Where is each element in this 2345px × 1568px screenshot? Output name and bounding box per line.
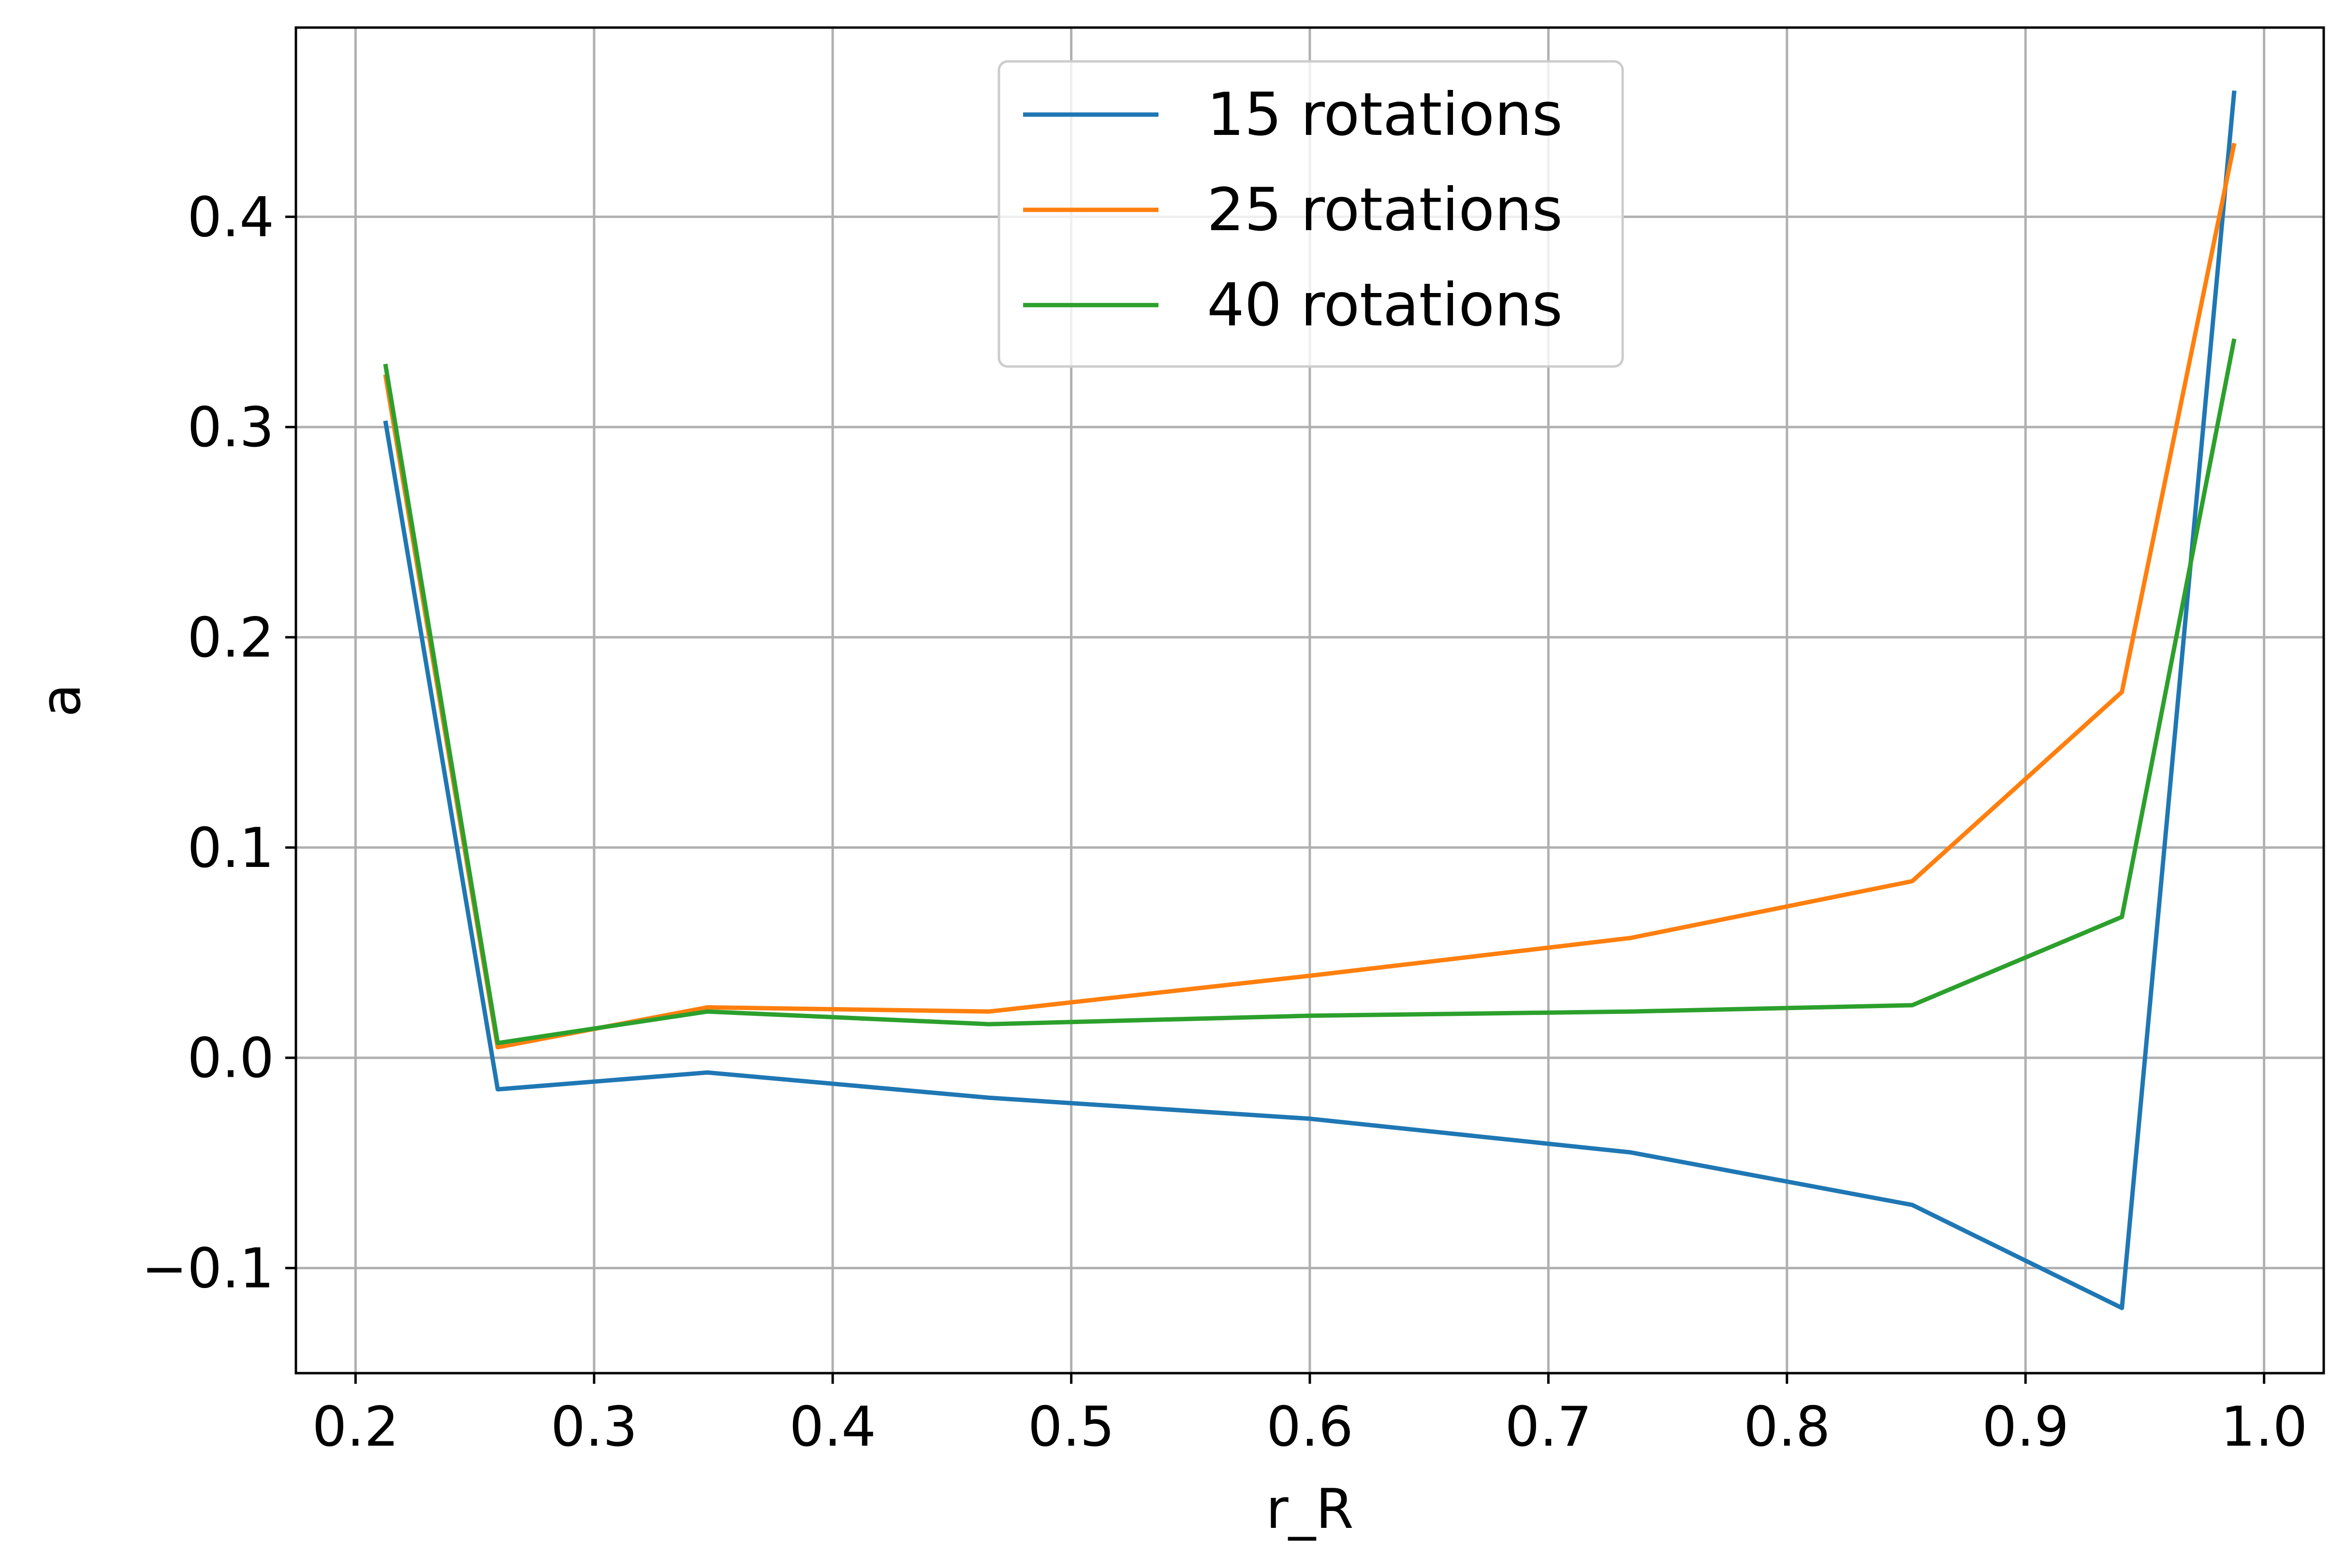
x-tick-label: 0.4	[789, 1395, 876, 1459]
y-tick-label: −0.1	[142, 1237, 274, 1301]
y-tick-label: 0.3	[187, 396, 274, 459]
axis-ticks: 0.2 0.3 0.4 0.5 0.6 0.7 0.8 0.9 1.0 −0.1 0.0 0.1 0.2…	[142, 185, 2308, 1459]
y-tick-label: 0.2	[187, 606, 274, 670]
x-tick-label: 0.7	[1505, 1395, 1592, 1459]
legend: 15 rotations 25 rotations 40 rotations	[997, 60, 1624, 368]
series-line-3	[383, 338, 2237, 1045]
x-tick-label: 0.8	[1744, 1395, 1831, 1459]
legend-label: 25 rotations	[1207, 176, 1563, 244]
series-lines	[383, 90, 2237, 1310]
y-tick-label: 0.1	[187, 816, 274, 880]
legend-label: 15 rotations	[1207, 80, 1563, 149]
series-line-1	[383, 90, 2237, 1310]
legend-box	[997, 60, 1624, 368]
x-axis-label: r_R	[1266, 1477, 1353, 1541]
legend-label: 40 rotations	[1207, 271, 1563, 339]
x-tick-label: 0.6	[1266, 1395, 1353, 1459]
x-tick-label: 1.0	[2221, 1395, 2308, 1459]
y-tick-label: 0.0	[187, 1026, 274, 1090]
y-tick-label: 0.4	[187, 185, 274, 249]
x-tick-label: 0.9	[1982, 1395, 2069, 1459]
x-tick-label: 0.3	[551, 1395, 638, 1459]
x-tick-label: 0.2	[312, 1395, 399, 1459]
y-axis-label: a	[29, 684, 93, 717]
x-tick-label: 0.5	[1028, 1395, 1115, 1459]
